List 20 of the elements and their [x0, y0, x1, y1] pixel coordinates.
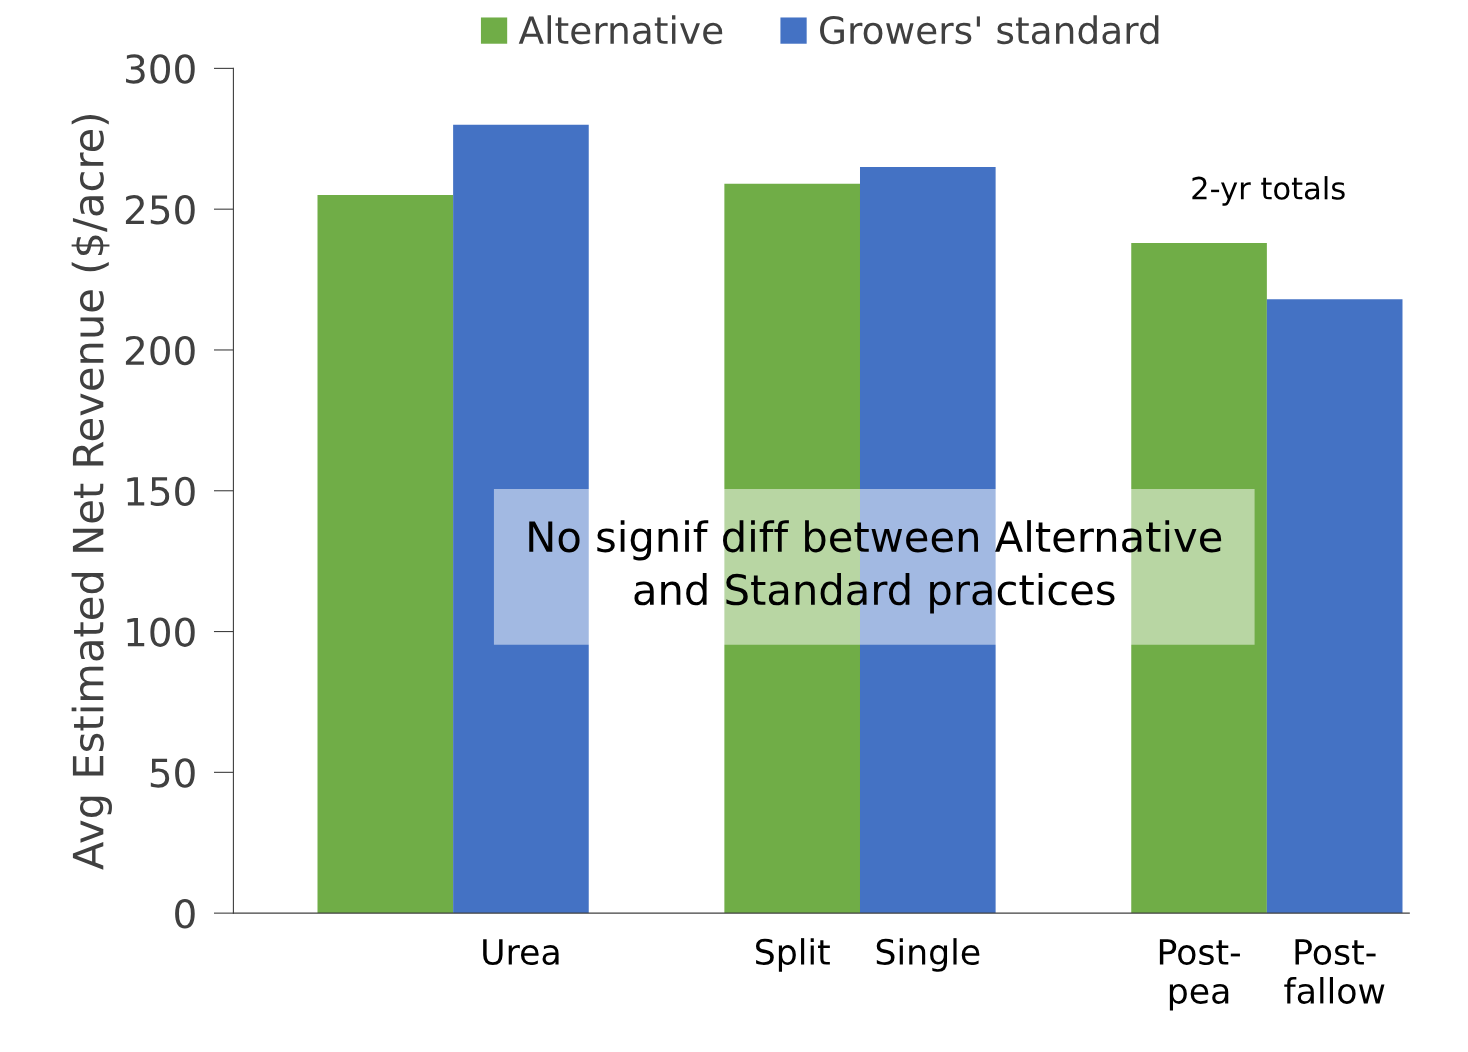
y-tick-label: 50 — [150, 758, 195, 788]
bar — [317, 195, 454, 914]
y-tick-label: 150 — [127, 476, 195, 507]
x-tick-label: Post- pea — [1159, 939, 1240, 1011]
y-tick-label: 200 — [125, 335, 195, 366]
bar — [1266, 299, 1403, 914]
legend-label: Growers' standard — [820, 15, 1159, 45]
x-tick-label: Post- fallow — [1284, 939, 1385, 1004]
x-tick-label: Single — [876, 938, 980, 972]
y-tick-label: 0 — [175, 899, 195, 929]
x-tick-label: Split — [755, 938, 830, 972]
y-axis-title: Avg Estimated Net Revenue ($/acre) — [71, 115, 112, 870]
bar — [453, 124, 589, 914]
y-tick-label: 250 — [125, 195, 195, 225]
legend-label: Alternative — [518, 15, 723, 45]
y-tick-label: 300 — [126, 54, 195, 84]
y-tick-label: 100 — [127, 617, 195, 647]
x-tick-label: Urea — [483, 939, 559, 966]
annotation: No signif diff between Alternative and Standard practices — [529, 520, 1222, 614]
annotation: 2-yr totals — [1192, 176, 1345, 206]
